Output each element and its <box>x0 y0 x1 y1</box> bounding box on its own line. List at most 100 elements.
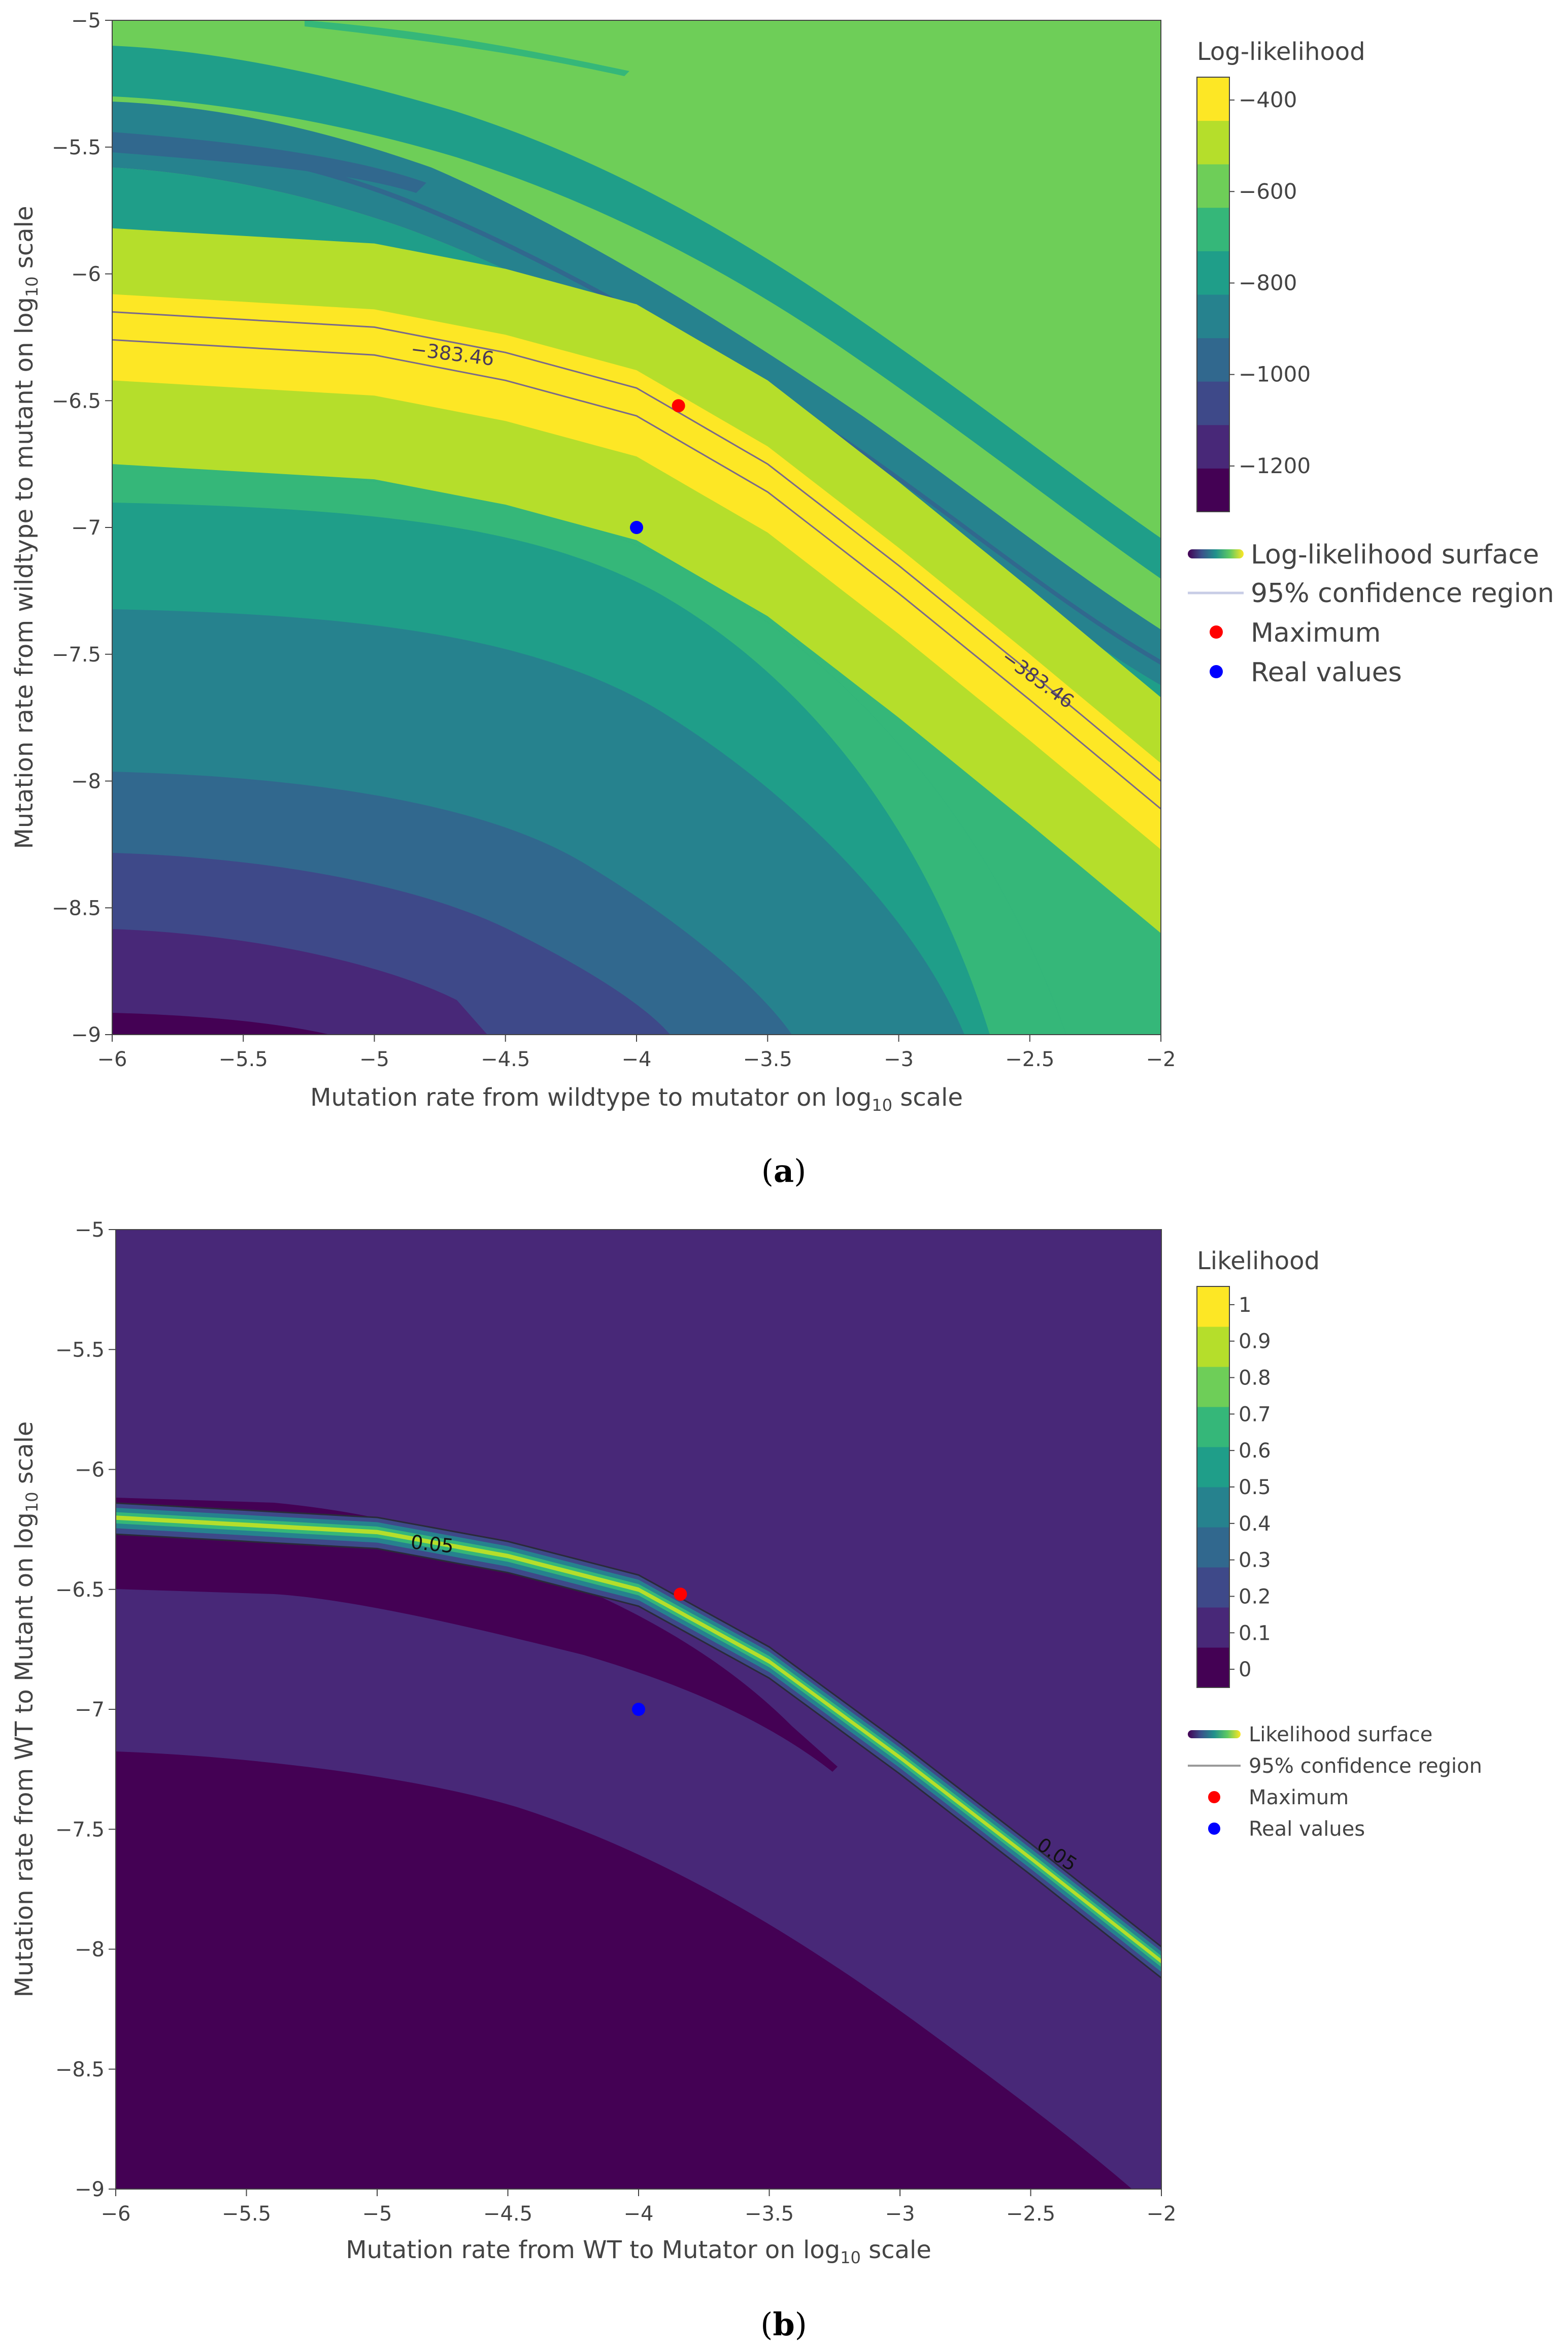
band-a-15 <box>305 20 629 76</box>
x-tick-label: −3.5 <box>743 1048 792 1071</box>
legend-a: Log-likelihood surface 95% confidence re… <box>1188 540 1554 688</box>
colorbar-tick-label: 0.9 <box>1239 1330 1271 1353</box>
y-tick-label: −8.5 <box>55 2058 105 2081</box>
colorbar-tick-label: −1200 <box>1239 453 1311 478</box>
confidence-line-b-lower <box>116 1533 1161 1979</box>
y-tick-label: −7.5 <box>55 1818 105 1841</box>
confidence-line-a-lower <box>112 339 1161 810</box>
colorbar-segment <box>1197 381 1229 425</box>
panel-a: −383.46 −383.46 −6 −5.5 −5 −4.5 −4 −3.5 −3 −2.5… <box>10 9 1554 1189</box>
legend-a-real-label: Real values <box>1251 657 1402 688</box>
colorbar-segment <box>1197 77 1229 121</box>
colorbar-segment <box>1197 338 1229 382</box>
colorbar-tick-label: −1000 <box>1239 362 1311 387</box>
x-tick-label: −2.5 <box>1006 2202 1055 2226</box>
colorbar-segment <box>1197 1487 1229 1528</box>
x-axis-ticks-a: −6 −5.5 −5 −4.5 −4 −3.5 −3 −2.5 −2 <box>97 1035 1176 1071</box>
real-values-marker-b <box>632 1703 645 1716</box>
legend-a-surface-swatch <box>1188 549 1244 558</box>
x-tick-label: −4 <box>622 1048 652 1071</box>
legend-a-max-swatch <box>1210 625 1223 639</box>
band-a-6 <box>112 929 487 1035</box>
colorbar-title-b: Likelihood <box>1197 1247 1320 1275</box>
x-axis-title-a: Mutation rate from wildtype to mutator o… <box>310 1083 963 1115</box>
colorbar-segment <box>1197 1327 1229 1367</box>
colorbar-tick-label: −800 <box>1239 270 1297 295</box>
y-axis-title-b: Mutation rate from WT to Mutant on log10… <box>10 1421 42 1998</box>
x-tick-label: −5 <box>359 1048 389 1071</box>
band-a-7 <box>112 1013 330 1035</box>
x-tick-label: −6 <box>101 2202 131 2226</box>
colorbar-segment <box>1197 1607 1229 1648</box>
colorbar-segment <box>1197 251 1229 295</box>
band-a-14 <box>112 46 1161 579</box>
x-axis-ticks-b: −6 −5.5 −5 −4.5 −4 −3.5 −3 −2.5 −2 <box>101 2189 1177 2226</box>
colorbar-segment <box>1197 207 1229 251</box>
y-axis-ticks-a: −5 −5.5 −6 −6.5 −7 −7.5 −8 −8.5 −9 <box>52 9 112 1047</box>
legend-b-max-label: Maximum <box>1249 1786 1349 1809</box>
colorbar-segment <box>1197 468 1229 512</box>
y-axis-title-a: Mutation rate from wildtype to mutant on… <box>10 206 42 849</box>
legend-a-surface-label: Log-likelihood surface <box>1251 540 1539 570</box>
caption-a: (a) <box>761 1152 807 1189</box>
legend-b-max-swatch <box>1208 1791 1220 1803</box>
y-tick-label: −5 <box>75 1218 105 1242</box>
legend-a-max-label: Maximum <box>1251 618 1381 648</box>
y-tick-label: −5 <box>71 9 101 32</box>
y-tick-label: −7 <box>71 516 101 540</box>
x-tick-label: −5.5 <box>219 1048 268 1071</box>
colorbar-segment <box>1197 1286 1229 1327</box>
colorbar-frame <box>1196 77 1230 512</box>
y-tick-label: −6.5 <box>55 1578 105 1602</box>
colorbar-segment <box>1197 1527 1229 1568</box>
colorbar-tick-label: 0.6 <box>1239 1439 1271 1463</box>
colorbar-segment <box>1197 1407 1229 1447</box>
legend-b-ci-label: 95% confidence region <box>1249 1755 1482 1778</box>
dark-region-b-upper <box>116 1498 838 1772</box>
confidence-line-b-upper <box>116 1502 1161 1947</box>
legend-b-surface-label: Likelihood surface <box>1249 1723 1432 1746</box>
confidence-line-a-upper <box>112 311 1161 782</box>
y-tick-label: −8.5 <box>52 897 101 920</box>
x-tick-label: −3.5 <box>745 2202 794 2226</box>
ridge-band-a-outer <box>112 228 1161 934</box>
colorbar-a: −400 −600 −800 −1000 −1200 <box>1196 77 1311 512</box>
x-tick-label: −6 <box>97 1048 127 1071</box>
y-tick-label: −8 <box>71 770 101 793</box>
colorbar-segment <box>1197 1567 1229 1608</box>
colorbar-segment <box>1197 1367 1229 1407</box>
x-tick-label: −3 <box>884 1048 914 1071</box>
colorbar-tick-label: 0.8 <box>1239 1367 1271 1390</box>
contour-surface-a <box>112 20 1161 1035</box>
dark-region-b-lower-2 <box>116 1751 1132 2189</box>
colorbar-tick-label: 0.5 <box>1239 1476 1271 1499</box>
y-tick-label: −5.5 <box>52 136 101 159</box>
x-tick-label: −5.5 <box>222 2202 271 2226</box>
y-tick-label: −9 <box>71 1023 101 1047</box>
x-tick-label: −2 <box>1147 2202 1177 2226</box>
y-tick-label: −9 <box>75 2178 105 2201</box>
x-tick-label: −4.5 <box>483 2202 532 2226</box>
caption-b: (b) <box>760 2306 807 2343</box>
x-axis-title-b: Mutation rate from WT to Mutator on log1… <box>346 2236 931 2267</box>
y-tick-label: −6.5 <box>52 389 101 413</box>
x-tick-label: −4.5 <box>481 1048 530 1071</box>
colorbar-tick-label: 0 <box>1239 1658 1251 1681</box>
y-tick-label: −6 <box>75 1459 105 1482</box>
colorbar-segment <box>1197 1647 1229 1688</box>
ci-label-b-1: 0.05 <box>410 1531 455 1558</box>
colorbar-segment <box>1197 1447 1229 1487</box>
colorbar-tick-label: 0.2 <box>1239 1585 1271 1608</box>
ridge-band-a-inner <box>112 294 1161 850</box>
colorbar-b: 1 0.9 0.8 0.7 0.6 0.5 0.4 0.3 0.2 0.1 0 <box>1196 1286 1271 1688</box>
band-a-16 <box>112 132 426 193</box>
colorbar-title-a: Log-likelihood <box>1197 38 1365 66</box>
maximum-marker-a <box>672 399 685 413</box>
legend-a-ci-label: 95% confidence region <box>1251 578 1554 609</box>
band-a-11 <box>112 168 1161 746</box>
colorbar-tick-label: 0.1 <box>1239 1621 1271 1645</box>
x-tick-label: −5 <box>362 2202 392 2226</box>
legend-b-real-label: Real values <box>1249 1817 1365 1841</box>
panel-b: 0.05 0.05 −6 −5.5 −5 −4.5 −4 −3.5 −3 −2.5 −2 −5−… <box>10 1218 1482 2343</box>
maximum-marker-b <box>674 1587 687 1601</box>
